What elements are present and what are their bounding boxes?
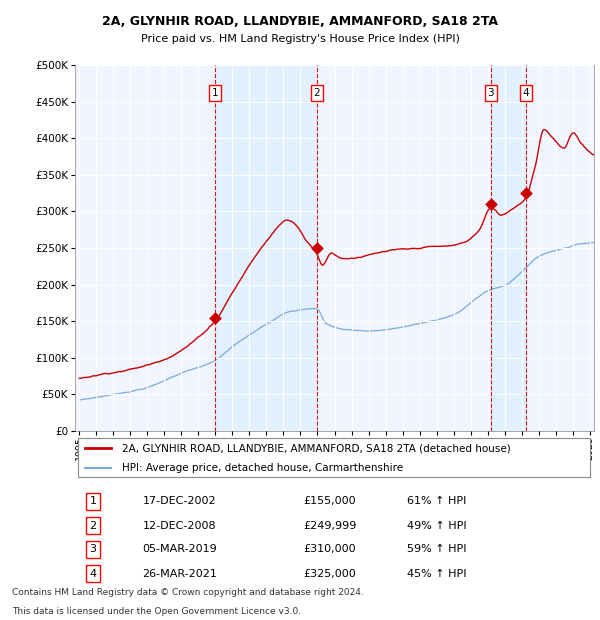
Text: 2A, GLYNHIR ROAD, LLANDYBIE, AMMANFORD, SA18 2TA (detached house): 2A, GLYNHIR ROAD, LLANDYBIE, AMMANFORD, …	[122, 443, 511, 453]
Text: 3: 3	[89, 544, 97, 554]
Text: 3: 3	[487, 88, 494, 98]
Text: 61% ↑ HPI: 61% ↑ HPI	[407, 496, 467, 507]
Text: 4: 4	[522, 88, 529, 98]
Text: 05-MAR-2019: 05-MAR-2019	[142, 544, 217, 554]
Point	[486, 199, 496, 209]
Point	[521, 188, 530, 198]
Text: 45% ↑ HPI: 45% ↑ HPI	[407, 569, 467, 578]
Text: £325,000: £325,000	[304, 569, 356, 578]
Bar	[215, 65, 317, 431]
Text: 59% ↑ HPI: 59% ↑ HPI	[407, 544, 467, 554]
Text: Price paid vs. HM Land Registry's House Price Index (HPI): Price paid vs. HM Land Registry's House …	[140, 34, 460, 44]
Text: 49% ↑ HPI: 49% ↑ HPI	[407, 521, 467, 531]
Text: HPI: Average price, detached house, Carmarthenshire: HPI: Average price, detached house, Carm…	[122, 463, 403, 473]
Text: 4: 4	[89, 569, 97, 578]
Text: 2: 2	[313, 88, 320, 98]
Text: £310,000: £310,000	[304, 544, 356, 554]
Text: 2: 2	[89, 521, 97, 531]
Text: 1: 1	[211, 88, 218, 98]
Text: £249,999: £249,999	[304, 521, 357, 531]
Text: This data is licensed under the Open Government Licence v3.0.: This data is licensed under the Open Gov…	[12, 606, 301, 616]
Point	[210, 312, 220, 322]
Point	[312, 243, 322, 253]
Text: 12-DEC-2008: 12-DEC-2008	[142, 521, 216, 531]
FancyBboxPatch shape	[77, 438, 590, 477]
Text: 1: 1	[89, 496, 97, 507]
Text: 17-DEC-2002: 17-DEC-2002	[142, 496, 216, 507]
Text: 2A, GLYNHIR ROAD, LLANDYBIE, AMMANFORD, SA18 2TA: 2A, GLYNHIR ROAD, LLANDYBIE, AMMANFORD, …	[102, 16, 498, 28]
Text: Contains HM Land Registry data © Crown copyright and database right 2024.: Contains HM Land Registry data © Crown c…	[12, 588, 364, 597]
Text: 26-MAR-2021: 26-MAR-2021	[142, 569, 217, 578]
Text: £155,000: £155,000	[304, 496, 356, 507]
Bar	[491, 65, 526, 431]
